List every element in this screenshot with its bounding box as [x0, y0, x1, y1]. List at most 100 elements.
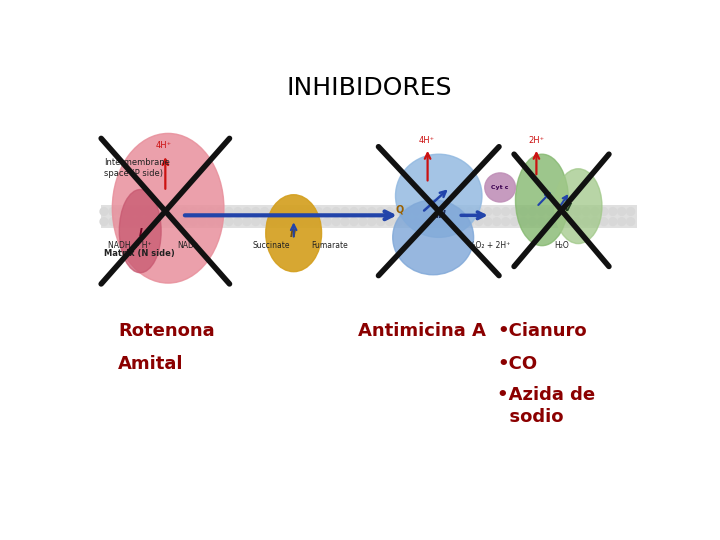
Ellipse shape — [377, 208, 384, 215]
Ellipse shape — [404, 208, 411, 215]
Ellipse shape — [421, 208, 429, 215]
Ellipse shape — [163, 218, 171, 226]
Ellipse shape — [287, 208, 295, 215]
Text: Antimicina A: Antimicina A — [358, 322, 486, 340]
Ellipse shape — [618, 208, 626, 215]
Ellipse shape — [555, 218, 563, 226]
Ellipse shape — [225, 218, 233, 226]
Ellipse shape — [350, 208, 358, 215]
Text: Fumarate: Fumarate — [312, 241, 348, 250]
Ellipse shape — [120, 190, 161, 273]
Ellipse shape — [528, 208, 536, 215]
Ellipse shape — [181, 218, 188, 226]
Text: Amital: Amital — [118, 355, 184, 373]
Text: •Cianuro: •Cianuro — [498, 322, 587, 340]
Ellipse shape — [181, 208, 188, 215]
Ellipse shape — [510, 208, 518, 215]
Ellipse shape — [627, 218, 634, 226]
Text: Rotenona: Rotenona — [118, 322, 215, 340]
Ellipse shape — [112, 133, 224, 283]
Text: III: III — [436, 210, 447, 220]
Ellipse shape — [591, 218, 599, 226]
Ellipse shape — [100, 218, 108, 226]
Ellipse shape — [118, 218, 126, 226]
Ellipse shape — [297, 208, 305, 215]
Ellipse shape — [395, 218, 402, 226]
Ellipse shape — [261, 208, 269, 215]
Text: II: II — [290, 230, 297, 239]
Ellipse shape — [127, 218, 135, 226]
Ellipse shape — [109, 218, 117, 226]
Ellipse shape — [234, 218, 242, 226]
Ellipse shape — [609, 208, 617, 215]
Ellipse shape — [359, 208, 366, 215]
Ellipse shape — [600, 218, 608, 226]
Ellipse shape — [431, 208, 438, 215]
Ellipse shape — [341, 208, 349, 215]
Bar — [101, 205, 636, 228]
Ellipse shape — [252, 218, 260, 226]
Ellipse shape — [564, 208, 572, 215]
Ellipse shape — [538, 208, 545, 215]
Ellipse shape — [431, 218, 438, 226]
Ellipse shape — [516, 154, 569, 246]
Ellipse shape — [270, 218, 277, 226]
Ellipse shape — [287, 218, 295, 226]
Text: 2H⁺: 2H⁺ — [528, 136, 545, 145]
Ellipse shape — [189, 208, 197, 215]
Ellipse shape — [510, 218, 518, 226]
Text: •Azida de
  sodio: •Azida de sodio — [498, 386, 595, 426]
Ellipse shape — [171, 208, 179, 215]
Ellipse shape — [493, 218, 500, 226]
Ellipse shape — [485, 173, 516, 202]
Ellipse shape — [582, 208, 590, 215]
Ellipse shape — [466, 208, 474, 215]
Ellipse shape — [554, 168, 602, 244]
Ellipse shape — [332, 218, 340, 226]
Ellipse shape — [439, 218, 447, 226]
Ellipse shape — [484, 208, 492, 215]
Ellipse shape — [564, 218, 572, 226]
Ellipse shape — [386, 218, 394, 226]
Text: INHIBIDORES: INHIBIDORES — [287, 76, 451, 100]
Ellipse shape — [198, 208, 206, 215]
Text: Succinate: Succinate — [253, 241, 290, 250]
Ellipse shape — [323, 208, 331, 215]
Ellipse shape — [153, 208, 161, 215]
Ellipse shape — [475, 218, 483, 226]
Text: V: V — [563, 203, 571, 213]
Ellipse shape — [145, 208, 153, 215]
Ellipse shape — [546, 208, 554, 215]
Ellipse shape — [234, 208, 242, 215]
Ellipse shape — [395, 208, 402, 215]
Ellipse shape — [591, 208, 599, 215]
Ellipse shape — [449, 218, 456, 226]
Ellipse shape — [216, 218, 224, 226]
Ellipse shape — [421, 218, 429, 226]
Ellipse shape — [243, 208, 251, 215]
Ellipse shape — [386, 208, 394, 215]
Text: ½O₂ + 2H⁺: ½O₂ + 2H⁺ — [468, 241, 510, 250]
Ellipse shape — [546, 218, 554, 226]
Ellipse shape — [279, 218, 287, 226]
Ellipse shape — [189, 218, 197, 226]
Ellipse shape — [359, 218, 366, 226]
Ellipse shape — [449, 208, 456, 215]
Ellipse shape — [198, 218, 206, 226]
Ellipse shape — [457, 208, 465, 215]
Ellipse shape — [207, 218, 215, 226]
Ellipse shape — [109, 208, 117, 215]
Ellipse shape — [207, 208, 215, 215]
Ellipse shape — [484, 218, 492, 226]
Ellipse shape — [252, 208, 260, 215]
Ellipse shape — [520, 218, 528, 226]
Ellipse shape — [413, 218, 420, 226]
Text: NADH + H⁺: NADH + H⁺ — [109, 241, 152, 250]
Ellipse shape — [216, 208, 224, 215]
Ellipse shape — [305, 208, 313, 215]
Ellipse shape — [582, 218, 590, 226]
Ellipse shape — [297, 218, 305, 226]
Ellipse shape — [145, 218, 153, 226]
Ellipse shape — [350, 218, 358, 226]
Ellipse shape — [279, 208, 287, 215]
